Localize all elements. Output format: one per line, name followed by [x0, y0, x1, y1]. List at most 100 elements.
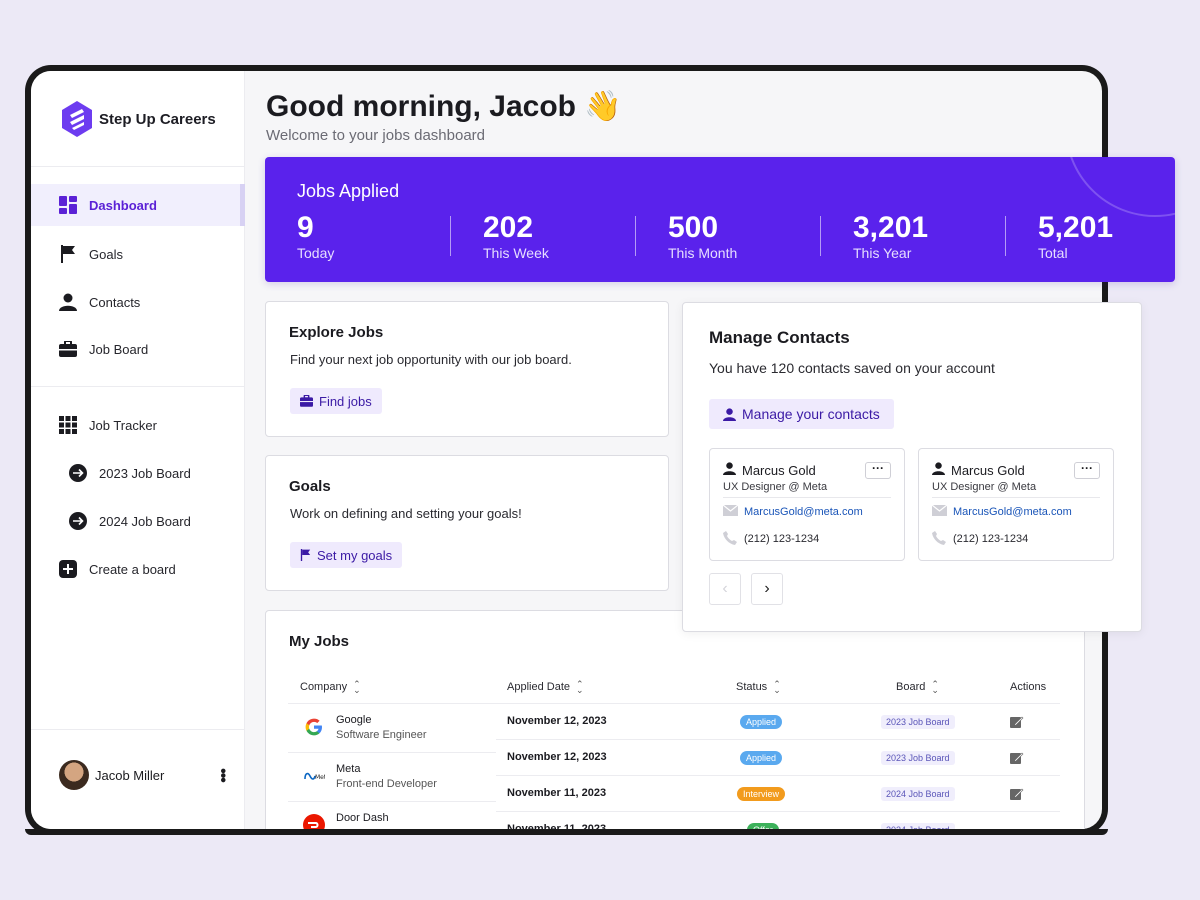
applied-date: November 12, 2023	[507, 751, 607, 763]
column-label: Actions	[1010, 681, 1047, 693]
more-options-icon[interactable]: •••	[214, 768, 232, 782]
divider	[1005, 216, 1006, 256]
stat-label: This Year	[853, 245, 912, 261]
stat-this-week: 202 This Week	[483, 211, 549, 261]
divider	[288, 752, 496, 753]
column-header-status[interactable]: Status ⌃ ⌄	[736, 680, 781, 695]
divider	[288, 703, 1060, 704]
status-badge: Applied	[740, 751, 783, 765]
card-title: Manage Contacts	[709, 328, 850, 347]
divider	[723, 497, 891, 498]
sidebar-item-label: Create a board	[89, 561, 176, 577]
stat-today: 9 Today	[297, 211, 334, 261]
grid-icon	[59, 416, 77, 434]
jobs-applied-card: Jobs Applied 9 Today 202 This Week 500 T…	[265, 157, 1175, 282]
divider	[31, 166, 245, 167]
contact-role: UX Designer @ Meta	[932, 481, 1037, 493]
sort-icon: ⌃ ⌄	[931, 679, 939, 695]
manage-contacts-button[interactable]: Manage your contacts	[709, 399, 894, 429]
column-header-board[interactable]: Board ⌃ ⌄	[896, 679, 939, 695]
plus-square-icon	[59, 560, 77, 578]
briefcase-icon	[300, 395, 313, 407]
arrow-circle-icon	[69, 464, 87, 482]
stat-value: 9	[297, 211, 314, 244]
sidebar-item-label: Contacts	[89, 294, 141, 310]
sidebar-item-job-tracker[interactable]: Job Tracker	[31, 404, 245, 446]
set-goals-button[interactable]: Set my goals	[290, 542, 403, 568]
applied-date: November 11, 2023	[507, 787, 607, 799]
page-subtitle: Welcome to your jobs dashboard	[266, 127, 486, 144]
contact-email[interactable]: MarcusGold@meta.com	[953, 506, 1072, 518]
button-label: Manage your contacts	[742, 406, 880, 422]
stat-value: 500	[668, 211, 719, 244]
divider	[932, 497, 1100, 498]
decorative-arc	[1065, 157, 1175, 217]
divider	[31, 729, 245, 730]
board-badge[interactable]: 2023 Job Board	[881, 715, 955, 729]
google-logo-icon	[302, 715, 326, 739]
company-name: Google	[336, 714, 372, 726]
stat-label: Today	[297, 245, 335, 261]
contact-more-button[interactable]: ···	[865, 462, 891, 479]
sidebar: Step Up Careers Dashboard Goals Contacts	[31, 71, 245, 829]
button-label: Find jobs	[319, 393, 372, 409]
brand[interactable]: Step Up Careers	[61, 101, 216, 137]
edit-icon[interactable]	[1010, 787, 1024, 801]
phone-icon	[723, 531, 737, 545]
sidebar-item-label: 2024 Job Board	[99, 513, 191, 529]
column-header-applied-date[interactable]: Applied Date ⌃ ⌄	[507, 680, 584, 695]
person-icon	[723, 462, 736, 475]
flag-icon	[59, 245, 77, 263]
column-label: Board	[896, 681, 926, 693]
device-bezel-bottom	[25, 829, 1108, 835]
applied-date: November 12, 2023	[507, 715, 607, 727]
sidebar-item-2023-board[interactable]: 2023 Job Board	[31, 452, 245, 494]
user-profile[interactable]: Jacob Miller •••	[59, 759, 232, 791]
goals-card: Goals Work on defining and setting your …	[265, 455, 669, 591]
previous-page-button[interactable]: ‹	[709, 573, 741, 605]
contact-name: Marcus Gold	[951, 463, 1025, 478]
svg-text:Meta: Meta	[315, 774, 325, 781]
sidebar-item-contacts[interactable]: Contacts	[31, 281, 245, 323]
next-page-button[interactable]: ›	[751, 573, 783, 605]
card-text: You have 120 contacts saved on your acco…	[709, 360, 995, 376]
job-role: Front-end Developer	[336, 778, 437, 790]
column-header-actions: Actions	[1010, 681, 1046, 693]
sidebar-item-label: Goals	[89, 246, 123, 262]
status-badge: Applied	[740, 715, 783, 729]
board-badge[interactable]: 2024 Job Board	[881, 787, 955, 801]
sidebar-item-job-board[interactable]: Job Board	[31, 328, 245, 370]
divider	[496, 775, 1060, 776]
find-jobs-button[interactable]: Find jobs	[290, 388, 382, 414]
sidebar-item-dashboard[interactable]: Dashboard	[31, 184, 245, 226]
divider	[31, 386, 245, 387]
sidebar-item-goals[interactable]: Goals	[31, 233, 245, 275]
dashboard-icon	[59, 196, 77, 214]
person-icon	[59, 293, 77, 311]
board-badge[interactable]: 2023 Job Board	[881, 751, 955, 765]
column-label: Company	[300, 681, 348, 693]
company-name: Door Dash	[336, 812, 389, 824]
contact-phone: (212) 123-1234	[953, 533, 1029, 545]
contact-email[interactable]: MarcusGold@meta.com	[744, 506, 863, 518]
contact-card[interactable]: Marcus Gold ··· UX Designer @ Meta Marcu…	[918, 448, 1114, 561]
explore-jobs-card: Explore Jobs Find your next job opportun…	[265, 301, 669, 437]
column-header-company[interactable]: Company ⌃ ⌄	[300, 680, 361, 695]
flag-icon	[300, 549, 311, 561]
contact-name: Marcus Gold	[742, 463, 816, 478]
edit-icon[interactable]	[1010, 751, 1024, 765]
create-board-button[interactable]: Create a board	[31, 548, 245, 590]
person-icon	[932, 462, 945, 475]
column-label: Applied Date	[507, 681, 570, 693]
contact-more-button[interactable]: ···	[1074, 462, 1100, 479]
contact-card[interactable]: Marcus Gold ··· UX Designer @ Meta Marcu…	[709, 448, 905, 561]
status-badge: Interview	[737, 787, 786, 801]
stat-this-year: 3,201 This Year	[853, 211, 928, 261]
divider	[820, 216, 821, 256]
jobs-applied-title: Jobs Applied	[297, 181, 400, 201]
manage-contacts-card: Manage Contacts You have 120 contacts sa…	[682, 302, 1142, 632]
stat-this-month: 500 This Month	[668, 211, 737, 261]
background	[0, 835, 1200, 900]
sidebar-item-2024-board[interactable]: 2024 Job Board	[31, 500, 245, 542]
edit-icon[interactable]	[1010, 715, 1024, 729]
